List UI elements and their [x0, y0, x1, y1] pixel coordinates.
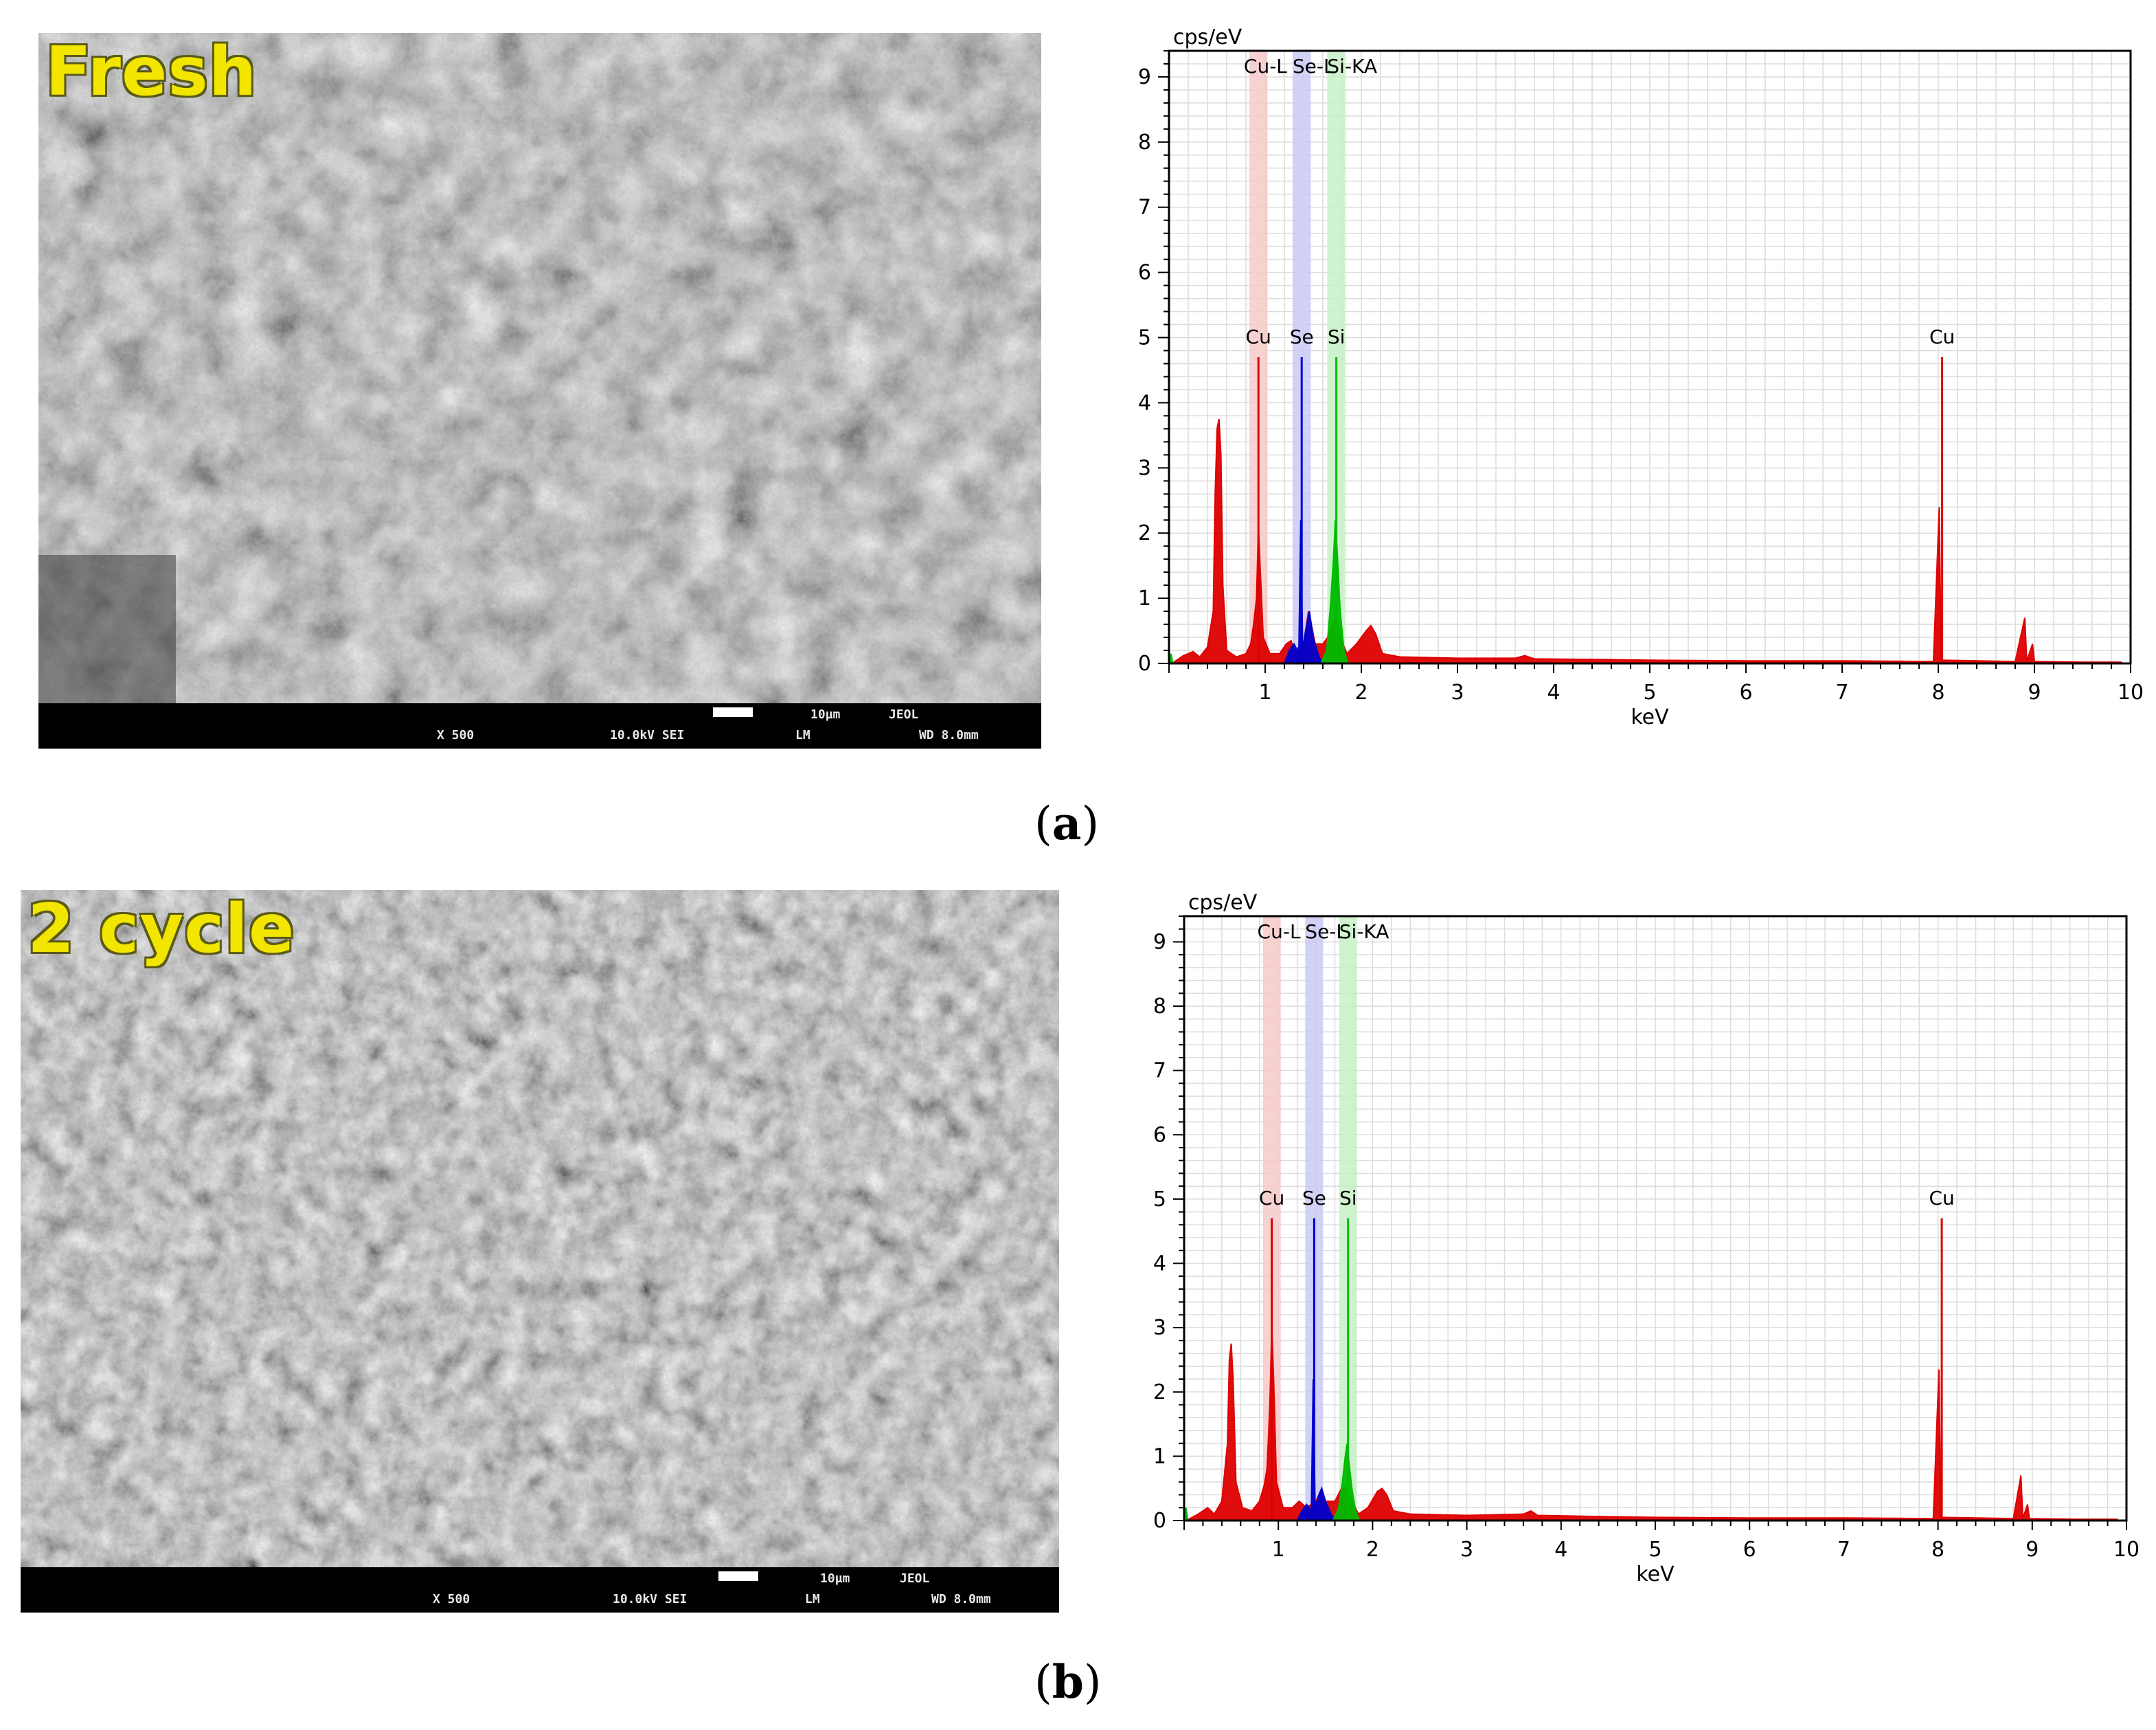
peak-label-cu-3: Cu	[1929, 1187, 1954, 1209]
sem-scale-text-b: 10µm	[820, 1571, 850, 1586]
sem-voltage-b: 10.0kV SEI	[613, 1592, 688, 1606]
y-axis-label: cps/eV	[1173, 25, 1242, 49]
x-tick-label: 1	[1272, 1538, 1285, 1562]
x-axis-label: keV	[1631, 705, 1669, 729]
peak-label-cu-0: Cu	[1246, 326, 1271, 348]
x-tick-label: 10	[2113, 1538, 2140, 1562]
band-label-se-l: Se-L	[1305, 920, 1347, 943]
x-tick-label: 7	[1835, 681, 1848, 705]
y-tick-label: 2	[1138, 521, 1151, 545]
x-tick-label: 10	[2118, 681, 2144, 705]
peak-label-si-2: Si	[1339, 1187, 1357, 1209]
band-label-si-ka: Si-KA	[1327, 55, 1377, 78]
band-label-si-ka: Si-KA	[1339, 920, 1389, 943]
y-tick-label: 7	[1138, 196, 1151, 220]
sem-scale-text-a: 10µm	[810, 707, 841, 722]
y-tick-label: 5	[1153, 1187, 1166, 1211]
x-tick-label: 2	[1354, 681, 1368, 705]
caption-a: (a)	[1034, 797, 1100, 850]
peak-label-se-1: Se	[1290, 326, 1314, 348]
y-tick-label: 8	[1138, 130, 1151, 155]
x-tick-label: 3	[1460, 1538, 1473, 1562]
band-label-cu-l: Cu-L	[1258, 920, 1301, 943]
y-tick-label: 7	[1153, 1059, 1166, 1083]
x-tick-label: 6	[1743, 1538, 1756, 1562]
y-axis-label: cps/eV	[1188, 891, 1258, 915]
sem-scale-bar-a	[713, 707, 753, 717]
band-label-se-l: Se-L	[1293, 55, 1335, 78]
spectrum-series-0	[1173, 418, 2122, 664]
x-tick-label: 9	[2028, 681, 2041, 705]
sem-brand-b: JEOL	[900, 1571, 930, 1586]
sem-label-fresh: Fresh	[45, 33, 258, 111]
x-tick-label: 8	[1931, 681, 1944, 705]
y-tick-label: 6	[1138, 261, 1151, 285]
y-tick-label: 3	[1138, 456, 1151, 480]
sem-micrograph-a: Fresh 10µm JEOL X 500 10.0kV SEI LM WD 8…	[38, 33, 1041, 749]
sem-label-2-cycle: 2 cycle	[27, 890, 295, 968]
sem-info-bar-a: 10µm JEOL X 500 10.0kV SEI LM WD 8.0mm	[38, 703, 1041, 749]
sem-scale-bar-b	[718, 1571, 758, 1581]
peak-label-si-2: Si	[1328, 326, 1346, 348]
peak-label-cu-0: Cu	[1259, 1187, 1284, 1209]
band-label-cu-l: Cu-L	[1244, 55, 1287, 78]
x-tick-label: 5	[1648, 1538, 1661, 1562]
spectrum-series-1	[1296, 1379, 1337, 1521]
y-tick-label: 0	[1153, 1509, 1166, 1533]
y-tick-label: 4	[1153, 1252, 1166, 1276]
y-tick-label: 0	[1138, 652, 1151, 676]
y-tick-label: 1	[1138, 587, 1151, 611]
y-tick-label: 9	[1153, 930, 1166, 954]
eds-spectrum-chart-b: Cu Se Si Cu Cu-L Se-LSi-KA 1 2 3 4 5 6 7 8 9 10 0 1 2 3 4 5 6 7…	[1153, 891, 2140, 1586]
sem-texture-a	[38, 33, 1041, 749]
x-tick-label: 4	[1547, 681, 1560, 705]
sem-magnification-a: X 500	[437, 728, 475, 742]
y-tick-label: 5	[1138, 326, 1151, 350]
sem-info-bar-b: 10µm JEOL X 500 10.0kV SEI LM WD 8.0mm	[21, 1567, 1059, 1613]
sem-magnification-b: X 500	[433, 1592, 470, 1606]
x-tick-label: 4	[1554, 1538, 1567, 1562]
peak-label-se-1: Se	[1302, 1187, 1326, 1209]
sem-micrograph-b: 2 cycle 10µm JEOL X 500 10.0kV SEI LM WD…	[21, 890, 1059, 1613]
y-tick-label: 3	[1153, 1316, 1166, 1340]
y-tick-label: 8	[1153, 994, 1166, 1018]
x-tick-label: 6	[1739, 681, 1752, 705]
y-tick-label: 4	[1138, 391, 1151, 415]
x-tick-label: 3	[1451, 681, 1464, 705]
x-tick-label: 1	[1258, 681, 1271, 705]
peak-label-cu-3: Cu	[1929, 326, 1955, 348]
sem-wd-b: WD 8.0mm	[931, 1592, 991, 1606]
x-tick-label: 8	[1931, 1538, 1944, 1562]
y-tick-label: 9	[1138, 65, 1151, 89]
x-tick-label: 9	[2025, 1538, 2039, 1562]
spectrum-series-1	[1283, 520, 1324, 664]
eds-spectrum-chart-a: Cu Se Si Cu Cu-L Se-LSi-KA 1 2 3 4 5 6 7 8 9 10 0 1 2 3 4 5 6 7…	[1138, 25, 2144, 729]
x-tick-label: 5	[1643, 681, 1656, 705]
x-tick-label: 7	[1837, 1538, 1850, 1562]
sem-brand-a: JEOL	[889, 707, 919, 722]
x-axis-label: keV	[1636, 1562, 1675, 1586]
sem-wd-a: WD 8.0mm	[919, 728, 979, 742]
caption-b: (b)	[1034, 1655, 1102, 1709]
sem-texture-b	[21, 890, 1059, 1613]
y-tick-label: 1	[1153, 1444, 1166, 1468]
x-tick-label: 2	[1366, 1538, 1379, 1562]
sem-lm-b: LM	[805, 1592, 820, 1606]
y-tick-label: 2	[1153, 1380, 1166, 1404]
sem-lm-a: LM	[795, 728, 810, 742]
y-tick-label: 6	[1153, 1123, 1166, 1147]
sem-voltage-a: 10.0kV SEI	[610, 728, 685, 742]
